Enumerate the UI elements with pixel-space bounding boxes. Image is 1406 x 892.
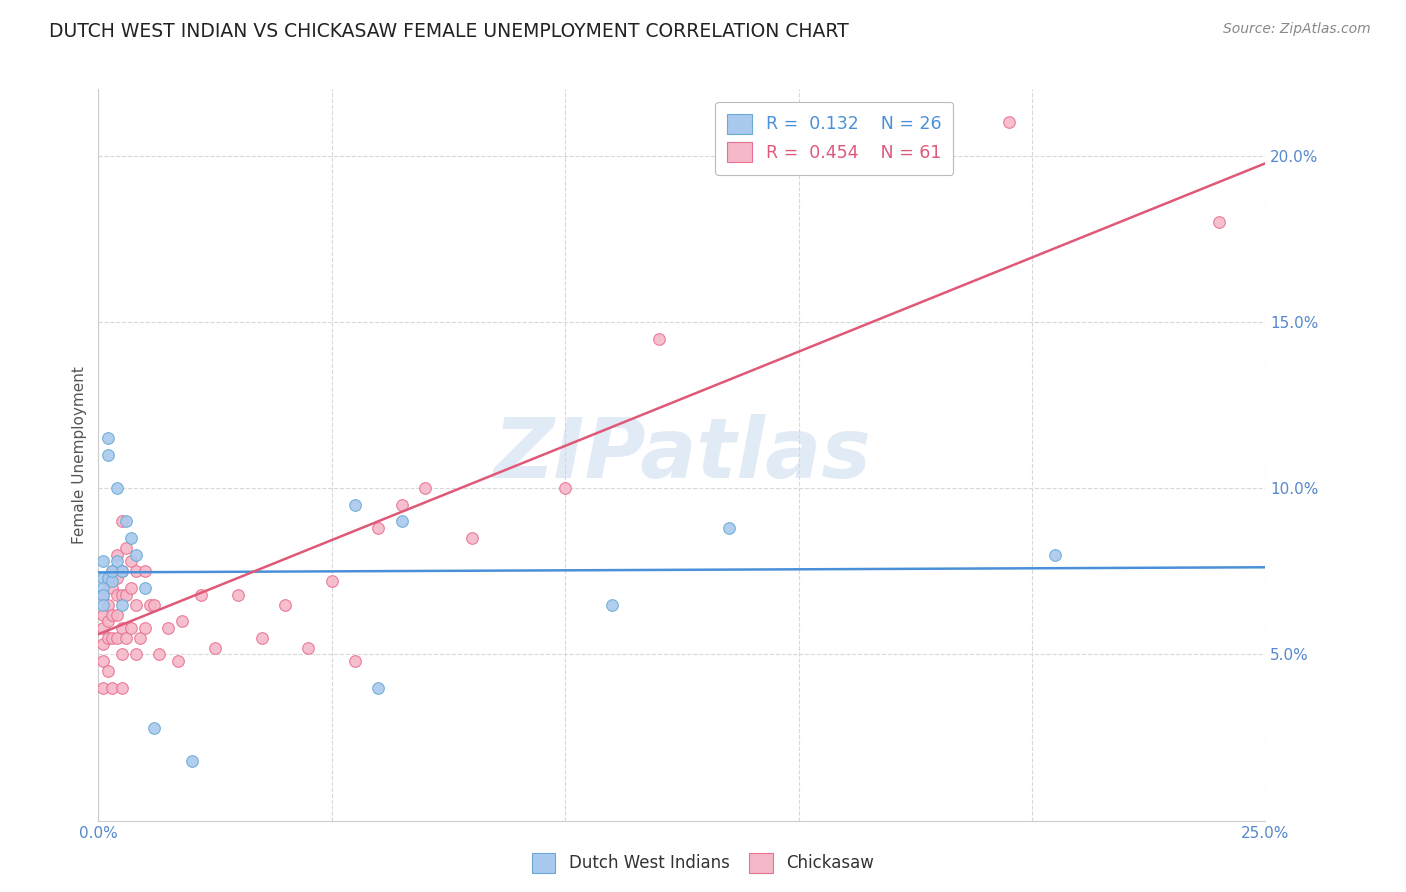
Point — [120, 554, 142, 568]
Point — [91, 588, 114, 602]
Point — [172, 614, 194, 628]
Point — [115, 631, 138, 645]
Point — [97, 664, 120, 678]
Point — [101, 564, 124, 578]
Point — [105, 548, 128, 562]
Point — [101, 564, 124, 578]
Point — [97, 448, 120, 462]
Point — [111, 588, 134, 602]
Point — [101, 631, 124, 645]
Point — [91, 607, 114, 622]
Point — [139, 598, 162, 612]
Point — [101, 581, 124, 595]
Point — [344, 654, 367, 668]
Point — [105, 631, 128, 645]
Point — [91, 554, 114, 568]
Point — [101, 607, 124, 622]
Point — [134, 581, 156, 595]
Point — [297, 640, 319, 655]
Point — [120, 531, 142, 545]
Point — [111, 515, 134, 529]
Point — [111, 564, 134, 578]
Point — [391, 498, 413, 512]
Point — [91, 588, 114, 602]
Point — [111, 648, 134, 662]
Point — [554, 481, 576, 495]
Point — [91, 581, 114, 595]
Point — [91, 571, 114, 585]
Point — [148, 648, 170, 662]
Point — [115, 588, 138, 602]
Y-axis label: Female Unemployment: Female Unemployment — [72, 366, 87, 544]
Point — [125, 648, 148, 662]
Text: ZIPatlas: ZIPatlas — [494, 415, 870, 495]
Point — [997, 115, 1019, 129]
Point — [367, 521, 389, 535]
Point — [91, 681, 114, 695]
Point — [105, 554, 128, 568]
Point — [105, 481, 128, 495]
Point — [1208, 215, 1230, 229]
Point — [461, 531, 484, 545]
Point — [391, 515, 413, 529]
Point — [204, 640, 226, 655]
Point — [97, 571, 120, 585]
Point — [111, 681, 134, 695]
Text: DUTCH WEST INDIAN VS CHICKASAW FEMALE UNEMPLOYMENT CORRELATION CHART: DUTCH WEST INDIAN VS CHICKASAW FEMALE UN… — [49, 22, 849, 41]
Point — [190, 588, 212, 602]
Point — [97, 574, 120, 589]
Point — [367, 681, 389, 695]
Point — [143, 721, 166, 735]
Point — [157, 621, 180, 635]
Point — [97, 614, 120, 628]
Point — [97, 631, 120, 645]
Point — [125, 548, 148, 562]
Point — [101, 681, 124, 695]
Point — [91, 654, 114, 668]
Point — [274, 598, 297, 612]
Point — [143, 598, 166, 612]
Point — [180, 754, 202, 768]
Point — [134, 564, 156, 578]
Legend: Dutch West Indians, Chickasaw: Dutch West Indians, Chickasaw — [526, 847, 880, 880]
Legend: R =  0.132    N = 26, R =  0.454    N = 61: R = 0.132 N = 26, R = 0.454 N = 61 — [716, 102, 953, 175]
Point — [97, 431, 120, 445]
Point — [120, 621, 142, 635]
Point — [97, 598, 120, 612]
Point — [717, 521, 740, 535]
Point — [321, 574, 343, 589]
Point — [125, 598, 148, 612]
Point — [91, 621, 114, 635]
Point — [111, 621, 134, 635]
Point — [250, 631, 273, 645]
Point — [600, 598, 623, 612]
Point — [105, 607, 128, 622]
Point — [166, 654, 188, 668]
Text: Source: ZipAtlas.com: Source: ZipAtlas.com — [1223, 22, 1371, 37]
Point — [647, 332, 669, 346]
Point — [115, 541, 138, 555]
Point — [129, 631, 152, 645]
Point — [134, 621, 156, 635]
Point — [91, 637, 114, 651]
Point — [120, 581, 142, 595]
Point — [91, 598, 114, 612]
Point — [228, 588, 250, 602]
Point — [115, 515, 138, 529]
Point — [111, 598, 134, 612]
Point — [111, 564, 134, 578]
Point — [101, 574, 124, 589]
Point — [344, 498, 367, 512]
Point — [105, 571, 128, 585]
Point — [413, 481, 436, 495]
Point — [1045, 548, 1067, 562]
Point — [125, 564, 148, 578]
Point — [105, 588, 128, 602]
